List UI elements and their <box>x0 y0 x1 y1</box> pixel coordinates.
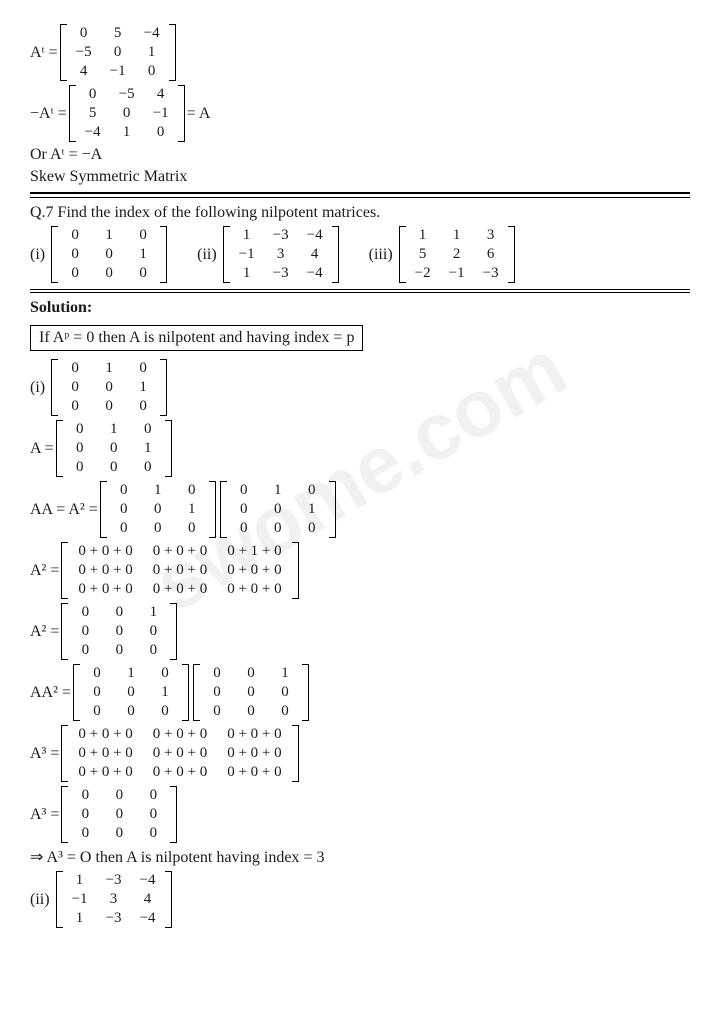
eq-lhs: AA = A² = <box>30 501 98 519</box>
matrix-A2-b: 001000000 <box>193 664 309 721</box>
eq-At: Aᵗ = 05−4−5014−10 <box>30 24 690 81</box>
matrix-A-2: 010001000 <box>220 481 336 538</box>
label-ii: (ii) <box>30 891 50 909</box>
matrix-A3-expand: 0 + 0 + 00 + 0 + 00 + 0 + 00 + 0 + 00 + … <box>61 725 298 782</box>
eq-lhs: A² = <box>30 623 59 641</box>
eq-lhs: A = <box>30 440 54 458</box>
eq-lhs: A² = <box>30 562 59 580</box>
matrix-sol-i: 010001000 <box>51 359 167 416</box>
matrix-At: 05−4−5014−10 <box>60 24 176 81</box>
eq-AA: AA = A² = 010001000 010001000 <box>30 481 690 538</box>
eq-lhs: −Aᵗ = <box>30 105 67 123</box>
eq-lhs: A³ = <box>30 806 59 824</box>
label-i: (i) <box>30 246 45 264</box>
eq-A2-expand: A² = 0 + 0 + 00 + 0 + 00 + 1 + 00 + 0 + … <box>30 542 690 599</box>
matrix-A-3: 010001000 <box>73 664 189 721</box>
divider <box>30 192 690 198</box>
matrix-sol-ii: 1−3−4−1341−3−4 <box>56 871 172 928</box>
matrix-A2: 001000000 <box>61 603 177 660</box>
label-ii: (ii) <box>197 246 217 264</box>
line-or: Or Aᵗ = −A <box>30 146 690 164</box>
matrix-negAt: 0−5450−1−410 <box>69 85 185 142</box>
page-content: Aᵗ = 05−4−5014−10 −Aᵗ = 0−5450−1−410 = A… <box>30 24 690 928</box>
label-i: (i) <box>30 379 45 397</box>
matrix-q-iii: 113526−2−1−3 <box>399 226 515 283</box>
divider-double <box>30 289 690 293</box>
conclusion: ⇒ A³ = O then A is nilpotent having inde… <box>30 847 690 867</box>
eq-rhs: = A <box>187 105 211 123</box>
matrix-A: 010001000 <box>56 420 172 477</box>
line-skew: Skew Symmetric Matrix <box>30 168 690 186</box>
eq-AA2: AA² = 010001000 001000000 <box>30 664 690 721</box>
matrix-A2-expand: 0 + 0 + 00 + 0 + 00 + 1 + 00 + 0 + 00 + … <box>61 542 298 599</box>
eq-lhs: Aᵗ = <box>30 44 58 62</box>
sol-ii-label: (ii) 1−3−4−1341−3−4 <box>30 871 690 928</box>
boxed-rule: If Aᵖ = 0 then A is nilpotent and having… <box>30 325 363 351</box>
eq-A3: A³ = 000000000 <box>30 786 690 843</box>
question-options: (i) 010001000 (ii) 1−3−4−1341−3−4 (iii) … <box>30 226 690 283</box>
eq-A: A = 010001000 <box>30 420 690 477</box>
label-iii: (iii) <box>369 246 393 264</box>
eq-lhs: A³ = <box>30 745 59 763</box>
eq-negAt: −Aᵗ = 0−5450−1−410 = A <box>30 85 690 142</box>
sol-i-label: (i) 010001000 <box>30 359 690 416</box>
eq-A3-expand: A³ = 0 + 0 + 00 + 0 + 00 + 0 + 00 + 0 + … <box>30 725 690 782</box>
matrix-A3: 000000000 <box>61 786 177 843</box>
eq-A2: A² = 001000000 <box>30 603 690 660</box>
eq-lhs: AA² = <box>30 684 71 702</box>
question-7: Q.7 Find the index of the following nilp… <box>30 204 690 222</box>
matrix-q-ii: 1−3−4−1341−3−4 <box>223 226 339 283</box>
matrix-q-i: 010001000 <box>51 226 167 283</box>
solution-heading: Solution: <box>30 299 690 317</box>
matrix-A-1: 010001000 <box>100 481 216 538</box>
